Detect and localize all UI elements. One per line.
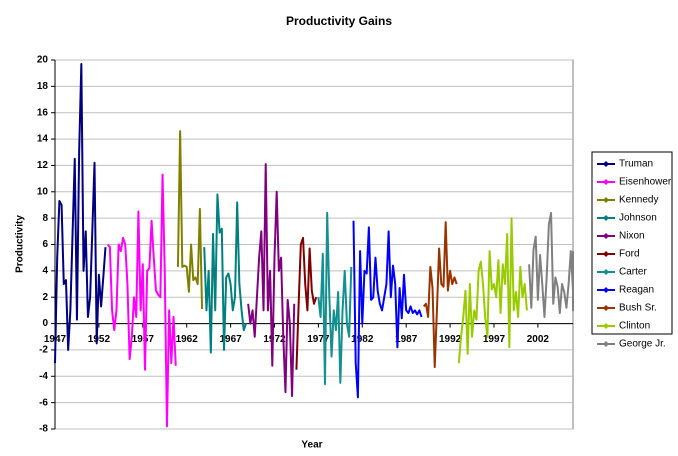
legend-label: Kennedy	[619, 195, 658, 206]
x-tick-label: 2002	[527, 334, 550, 345]
legend-label: Nixon	[619, 231, 645, 242]
series-line	[317, 211, 353, 386]
x-tick-label: 1982	[351, 334, 374, 345]
legend-label: Carter	[619, 267, 647, 278]
series-line	[422, 221, 458, 369]
legend-marker	[603, 305, 609, 311]
x-tick-label: 1977	[307, 334, 330, 345]
legend-label: Johnson	[619, 213, 657, 224]
y-tick-label: 6	[42, 239, 48, 250]
legend-box	[591, 151, 673, 335]
legend-label: Ford	[619, 249, 640, 260]
x-tick-label: 1952	[88, 334, 111, 345]
legend-marker	[603, 233, 609, 239]
legend-label: Bush Sr.	[619, 303, 657, 314]
series-line	[457, 217, 528, 364]
y-tick-label: 12	[37, 160, 49, 171]
legend-marker	[603, 341, 609, 347]
x-tick-label: 1962	[176, 334, 199, 345]
x-tick-label: 1997	[483, 334, 506, 345]
legend-label: George Jr.	[619, 339, 666, 350]
legend-marker	[603, 161, 609, 167]
y-tick-label: 4	[42, 265, 48, 276]
series-line	[295, 236, 318, 370]
x-tick-label: 1987	[395, 334, 418, 345]
y-tick-label: -4	[39, 371, 48, 382]
chart-title: Productivity Gains	[286, 14, 392, 28]
y-tick-label: 20	[37, 55, 49, 66]
legend-marker	[603, 251, 609, 257]
series-line	[106, 173, 177, 428]
legend-marker	[603, 179, 609, 185]
y-tick-label: -8	[39, 424, 48, 435]
series-line	[528, 211, 574, 318]
x-tick-label: 1992	[439, 334, 462, 345]
y-tick-label: 2	[42, 292, 48, 303]
y-tick-label: 0	[42, 318, 48, 329]
legend-marker	[603, 197, 609, 203]
y-tick-label: 14	[37, 134, 49, 145]
y-tick-label: -2	[39, 345, 48, 356]
y-tick-label: 10	[37, 186, 49, 197]
y-tick-label: 8	[42, 213, 48, 224]
y-tick-label: 16	[37, 107, 49, 118]
legend-label: Eisenhower	[619, 177, 672, 188]
legend-label: Truman	[619, 159, 653, 170]
x-tick-label: 1972	[263, 334, 286, 345]
legend-marker	[603, 269, 609, 275]
series-line	[176, 130, 204, 310]
legend-label: Reagan	[619, 285, 654, 296]
series-line	[352, 220, 423, 399]
y-axis-label: Productivity	[15, 215, 26, 273]
x-axis-label: Year	[301, 440, 322, 451]
legend-marker	[603, 287, 609, 293]
x-tick-label: 1967	[219, 334, 242, 345]
legend-marker	[603, 215, 609, 221]
y-tick-label: -6	[39, 397, 48, 408]
legend-label: Clinton	[619, 321, 650, 332]
x-tick-label: 1957	[132, 334, 155, 345]
series-line	[203, 193, 247, 354]
legend-marker	[603, 323, 609, 329]
y-tick-label: 18	[37, 81, 49, 92]
series-line	[247, 163, 296, 398]
series-line	[54, 62, 107, 364]
